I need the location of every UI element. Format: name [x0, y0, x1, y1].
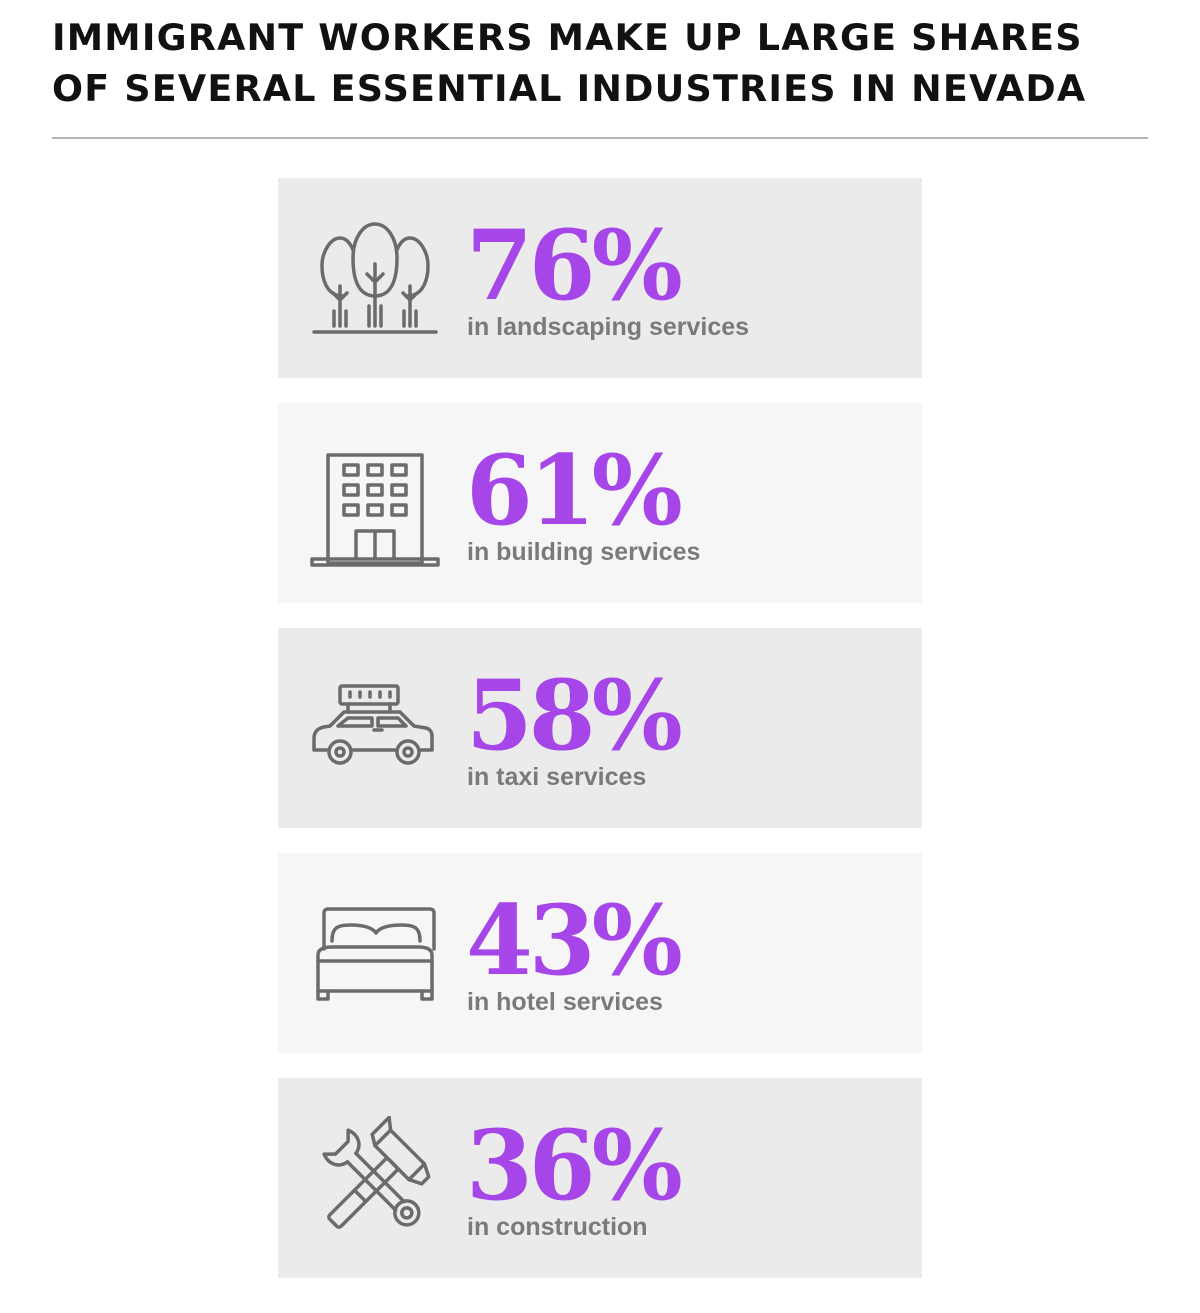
trees-icon — [310, 216, 440, 346]
stat-card-hotel: 43% in hotel services — [278, 853, 922, 1053]
taxi-icon — [310, 666, 440, 796]
stat-card-construction: 36% in construction — [278, 1078, 922, 1278]
stat-label: in hotel services — [467, 988, 663, 1016]
building-icon — [310, 441, 440, 571]
title-divider — [52, 137, 1148, 139]
stat-label: in construction — [467, 1213, 648, 1241]
stat-label: in building services — [467, 538, 701, 566]
stat-card-landscaping: 76% in landscaping services — [278, 178, 922, 378]
stat-label: in landscaping services — [467, 313, 750, 341]
page-title: IMMIGRANT WORKERS MAKE UP LARGE SHARES O… — [52, 16, 1087, 110]
stat-value: 36% — [466, 1109, 683, 1222]
stat-label: in taxi services — [467, 763, 647, 791]
bed-icon — [310, 891, 440, 1021]
stat-value: 58% — [466, 659, 683, 772]
stat-card-building: 61% in building services — [278, 403, 922, 603]
stat-value: 61% — [466, 434, 683, 547]
stat-value: 43% — [466, 884, 683, 997]
hammer-wrench-icon — [310, 1116, 440, 1246]
stat-card-taxi: 58% in taxi services — [278, 628, 922, 828]
stat-value: 76% — [466, 209, 683, 322]
